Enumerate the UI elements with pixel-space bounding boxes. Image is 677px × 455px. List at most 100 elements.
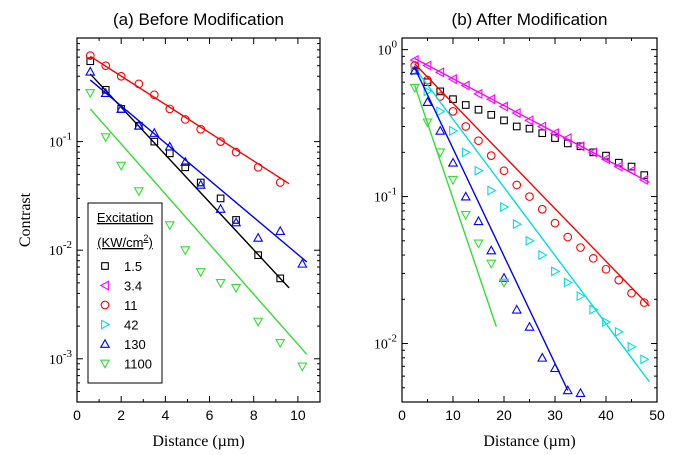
data-point-11 bbox=[149, 90, 159, 100]
legend-entry-11: 11 bbox=[100, 298, 138, 313]
series-3.4 bbox=[409, 54, 650, 185]
data-point-130 bbox=[164, 141, 175, 151]
data-point-1.5 bbox=[551, 134, 559, 142]
data-point-42 bbox=[525, 235, 535, 246]
data-point-3.4 bbox=[600, 153, 610, 165]
data-point-11 bbox=[275, 178, 285, 187]
data-point-130 bbox=[549, 362, 561, 373]
series-1100 bbox=[85, 89, 308, 372]
y-tick-label: 10-2 bbox=[374, 333, 397, 353]
data-point-42 bbox=[512, 218, 523, 230]
data-point-3.4 bbox=[626, 165, 636, 176]
y-tick-label: 10-3 bbox=[49, 348, 73, 368]
plot-area bbox=[85, 51, 308, 372]
y-tick-mantissa: 10 bbox=[49, 353, 63, 368]
x-tick-label: 10 bbox=[445, 407, 461, 423]
data-point-1.5 bbox=[436, 87, 445, 96]
data-point-11 bbox=[601, 264, 611, 274]
x-tick-label: 8 bbox=[250, 407, 258, 423]
y-tick-exponent: -2 bbox=[388, 333, 397, 345]
y-tick-mantissa: 10 bbox=[378, 44, 392, 59]
data-point-3.4 bbox=[447, 73, 457, 85]
legend-marker-11 bbox=[100, 300, 110, 310]
fit-line-11 bbox=[414, 63, 650, 307]
legend-marker-130 bbox=[99, 338, 111, 348]
data-point-1.5 bbox=[150, 137, 159, 146]
plot-frame bbox=[401, 37, 658, 403]
x-tick-label: 2 bbox=[117, 407, 125, 423]
data-point-130 bbox=[511, 304, 522, 314]
legend-marker-1100 bbox=[99, 359, 111, 369]
data-point-1100 bbox=[116, 161, 127, 172]
y-tick-mantissa: 10 bbox=[374, 338, 388, 353]
series-11 bbox=[410, 61, 650, 307]
data-point-1100 bbox=[297, 362, 308, 372]
data-point-3.4 bbox=[536, 121, 547, 132]
data-point-3.4 bbox=[638, 174, 649, 185]
data-point-1.5 bbox=[474, 105, 483, 114]
data-point-3.4 bbox=[575, 141, 585, 152]
data-point-42 bbox=[449, 125, 459, 137]
x-tick-label: 10 bbox=[290, 407, 306, 423]
data-point-130 bbox=[297, 258, 308, 268]
data-point-11 bbox=[537, 204, 547, 214]
data-point-11 bbox=[525, 192, 534, 201]
data-point-11 bbox=[563, 232, 573, 242]
data-point-11 bbox=[614, 275, 624, 285]
data-point-130 bbox=[473, 215, 484, 226]
data-point-42 bbox=[461, 147, 472, 158]
data-point-42 bbox=[551, 266, 561, 277]
legend-box bbox=[87, 202, 163, 384]
data-point-11 bbox=[576, 243, 585, 252]
x-tick-label: 20 bbox=[496, 407, 512, 423]
data-point-42 bbox=[500, 201, 510, 213]
data-point-130 bbox=[435, 125, 446, 135]
data-point-1.5 bbox=[254, 251, 262, 260]
legend-marker-1.5 bbox=[101, 262, 109, 270]
data-point-1100 bbox=[275, 339, 286, 349]
data-point-42 bbox=[576, 291, 586, 302]
legend-label: 42 bbox=[124, 318, 138, 333]
data-point-130 bbox=[562, 385, 573, 395]
data-point-42 bbox=[589, 304, 599, 315]
data-point-130 bbox=[524, 321, 535, 331]
legend-entry-3.4: 3.4 bbox=[99, 279, 142, 294]
y-tick-label: 100 bbox=[378, 39, 398, 59]
x-tick-label: 30 bbox=[547, 407, 563, 423]
data-point-1.5 bbox=[196, 178, 205, 187]
data-point-11 bbox=[627, 288, 636, 298]
data-point-130 bbox=[537, 352, 548, 362]
data-point-130 bbox=[116, 103, 127, 113]
data-point-130 bbox=[575, 387, 586, 397]
data-point-42 bbox=[614, 326, 625, 338]
data-point-42 bbox=[474, 165, 484, 176]
legend: Excitation (KW/cm2) 1.5 3.4 11 42 130 1100 bbox=[87, 202, 163, 384]
data-point-1.5 bbox=[538, 129, 547, 138]
data-point-3.4 bbox=[562, 132, 572, 144]
data-point-1.5 bbox=[86, 57, 95, 66]
data-point-1.5 bbox=[181, 163, 190, 172]
data-point-11 bbox=[639, 298, 649, 307]
legend-entry-130: 130 bbox=[99, 337, 146, 352]
data-point-11 bbox=[550, 218, 560, 228]
data-point-3.4 bbox=[511, 107, 521, 119]
data-point-1100 bbox=[473, 239, 484, 249]
legend-label: 11 bbox=[124, 298, 138, 313]
y-tick-exponent: 0 bbox=[392, 39, 398, 51]
plot-area bbox=[409, 54, 650, 397]
fit-line-130 bbox=[414, 67, 569, 391]
data-point-1100 bbox=[133, 187, 144, 197]
legend-marker-3.4 bbox=[99, 280, 109, 291]
data-point-130 bbox=[230, 217, 242, 227]
series-42 bbox=[410, 65, 650, 383]
data-point-42 bbox=[602, 316, 612, 328]
data-point-130 bbox=[422, 96, 433, 106]
data-point-3.4 bbox=[613, 161, 623, 172]
legend-title: Excitation bbox=[97, 210, 153, 225]
data-point-1.5 bbox=[276, 274, 285, 283]
data-point-1100 bbox=[422, 118, 433, 128]
legend-units-close: ) bbox=[148, 235, 152, 250]
y-tick-label: 10-1 bbox=[374, 186, 397, 206]
